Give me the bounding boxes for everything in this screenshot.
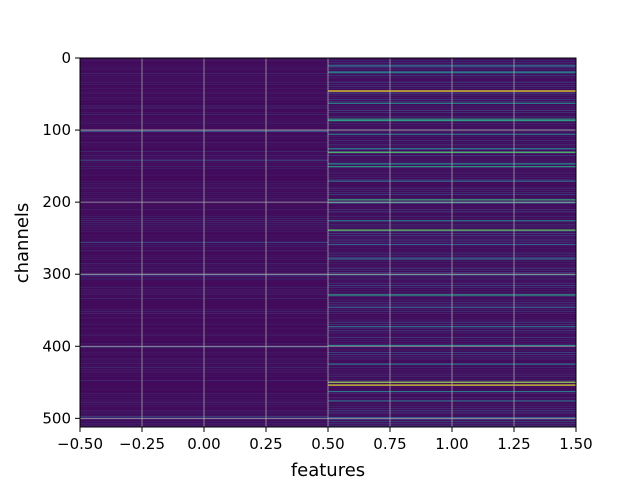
y-axis-label: channels [12, 203, 33, 284]
x-tick-label: 0.50 [311, 435, 344, 453]
y-tick-label: 400 [42, 337, 71, 355]
x-tick-label: −0.25 [119, 435, 165, 453]
y-tick-label: 100 [42, 121, 71, 139]
x-axis-label: features [291, 460, 365, 480]
x-axis-ticks: −0.50 −0.25 0.00 0.25 0.50 0.75 1.00 1.25 1.50 [57, 427, 593, 453]
y-tick-label: 200 [42, 193, 71, 211]
x-tick-label: 1.00 [435, 435, 468, 453]
x-tick-label: 1.25 [497, 435, 530, 453]
y-tick-label: 300 [42, 265, 71, 283]
y-axis-ticks: 0 100 200 300 400 500 [42, 49, 80, 427]
x-tick-label: 1.50 [559, 435, 592, 453]
y-tick-label: 500 [42, 409, 71, 427]
x-tick-label: 0.00 [187, 435, 220, 453]
x-tick-label: 0.75 [373, 435, 406, 453]
x-tick-label: 0.25 [249, 435, 282, 453]
y-tick-label: 0 [61, 49, 71, 67]
x-tick-label: −0.50 [57, 435, 103, 453]
